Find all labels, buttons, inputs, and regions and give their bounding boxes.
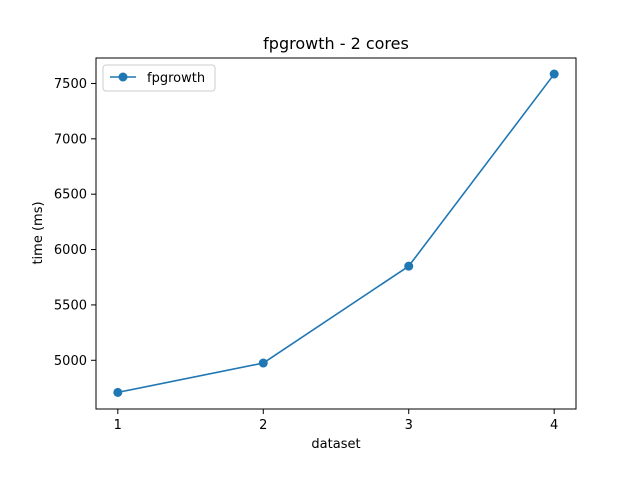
x-axis-ticks: 1 2 3 4 (114, 409, 558, 433)
plot-frame (95, 57, 577, 410)
y-tick-label: 6000 (54, 243, 87, 258)
legend-label-fpgrowth: fpgrowth (147, 71, 205, 86)
x-tick-label: 4 (550, 418, 558, 433)
data-point (404, 261, 414, 271)
plot-area: 1 2 3 4 5000 5500 6000 6500 7000 7500 (54, 57, 577, 433)
y-tick-label: 7000 (54, 132, 87, 147)
legend-box (102, 64, 216, 92)
chart-title: fpgrowth - 2 cores (263, 34, 409, 53)
y-tick-label: 5000 (54, 354, 87, 369)
x-axis-label: dataset (311, 437, 360, 452)
series-layer (113, 69, 559, 397)
x-tick-label: 1 (114, 418, 122, 433)
x-tick-label: 3 (405, 418, 413, 433)
legend: fpgrowth (102, 64, 216, 92)
y-tick-label: 7500 (54, 77, 87, 92)
data-point (549, 69, 559, 79)
data-point (258, 358, 268, 368)
x-tick-label: 2 (259, 418, 267, 433)
data-point (113, 387, 123, 397)
series-line-fpgrowth (117, 73, 555, 394)
y-axis-ticks: 5000 5500 6000 6500 7000 7500 (54, 77, 96, 369)
y-tick-label: 5500 (54, 298, 87, 313)
y-tick-label: 6500 (54, 188, 87, 203)
legend-marker-fpgrowth (118, 72, 128, 82)
y-axis-label: time (ms) (31, 201, 46, 264)
